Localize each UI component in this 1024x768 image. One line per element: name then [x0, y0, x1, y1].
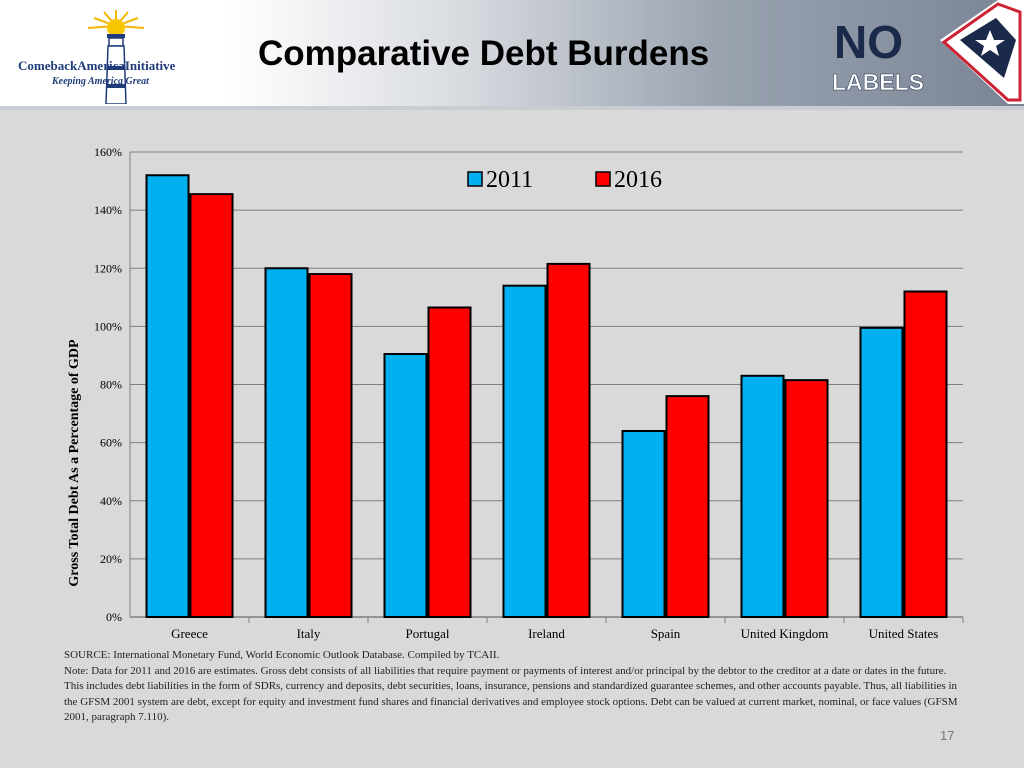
x-tick-label: United States	[869, 626, 939, 641]
x-tick-label: Greece	[171, 626, 208, 641]
data-note: Note: Data for 2011 and 2016 are estimat…	[64, 664, 958, 724]
bar-2016-united-kingdom	[784, 379, 829, 618]
logo-no-text: NO	[834, 16, 903, 68]
x-tick-label: United Kingdom	[741, 626, 829, 641]
y-axis-ticks: 0% 20% 40% 60% 80% 100% 120% 140% 160%	[94, 145, 122, 624]
page-number: 17	[940, 728, 955, 743]
logo-labels-text: LABELS	[832, 69, 924, 95]
bar-2011-spain	[621, 430, 666, 618]
header-divider	[0, 106, 1024, 110]
brand-tagline: Keeping America Great	[52, 76, 149, 87]
y-tick-label: 60%	[100, 436, 122, 450]
bar-2016-united-states	[903, 290, 948, 618]
y-tick-label: 20%	[100, 552, 122, 566]
x-tick-label: Portugal	[405, 626, 449, 641]
y-tick-label: 40%	[100, 494, 122, 508]
x-tick-label: Italy	[297, 626, 321, 641]
source-notes: SOURCE: International Monetary Fund, Wor…	[64, 648, 964, 726]
bar-2016-greece	[189, 193, 234, 618]
bar-2011-portugal	[383, 352, 428, 618]
y-tick-label: 120%	[94, 261, 122, 275]
bar-2016-spain	[665, 395, 710, 618]
slide-header	[0, 0, 1024, 108]
y-tick-label: 160%	[94, 145, 122, 159]
star-icon	[975, 30, 1005, 56]
legend-swatch-2016	[595, 171, 611, 187]
y-tick-label: 0%	[106, 610, 122, 624]
y-tick-label: 80%	[100, 378, 122, 392]
comeback-america-logo: ComebackAmericaInitiative Keeping Americ…	[14, 6, 204, 104]
lighthouse-icon	[87, 10, 145, 104]
no-labels-logo: NO LABELS	[832, 0, 1024, 104]
legend-label-2011: 2011	[486, 167, 533, 193]
legend-label-2016: 2016	[614, 167, 662, 193]
bar-2011-ireland	[502, 284, 547, 618]
x-tick-label: Spain	[651, 626, 681, 641]
bar-2011-italy	[264, 267, 309, 618]
bar-2016-ireland	[546, 262, 591, 618]
y-tick-label: 140%	[94, 203, 122, 217]
y-axis-label: Gross Total Debt As a Percentage of GDP	[67, 339, 82, 587]
x-axis-labels: Greece Italy Portugal Ireland Spain United Ki…	[171, 626, 938, 641]
bar-2011-united-states	[859, 326, 904, 618]
debt-bar-chart: 0% 20% 40% 60% 80% 100% 120% 140% 160% Greece Ita…	[67, 145, 964, 641]
brand-name: ComebackAmericaInitiative	[18, 58, 176, 73]
y-tick-label: 100%	[94, 319, 122, 333]
bar-2011-greece	[145, 174, 190, 618]
x-tick-label: Ireland	[528, 626, 565, 641]
bar-2011-united-kingdom	[740, 374, 785, 618]
chart-legend: 2011 2016	[467, 167, 662, 193]
bar-2016-italy	[308, 273, 353, 618]
chart-bars	[145, 174, 948, 618]
bar-2016-portugal	[427, 306, 472, 618]
page-title: Comparative Debt Burdens	[258, 34, 710, 73]
legend-swatch-2011	[467, 171, 483, 187]
source-citation: SOURCE: International Monetary Fund, Wor…	[64, 649, 500, 661]
